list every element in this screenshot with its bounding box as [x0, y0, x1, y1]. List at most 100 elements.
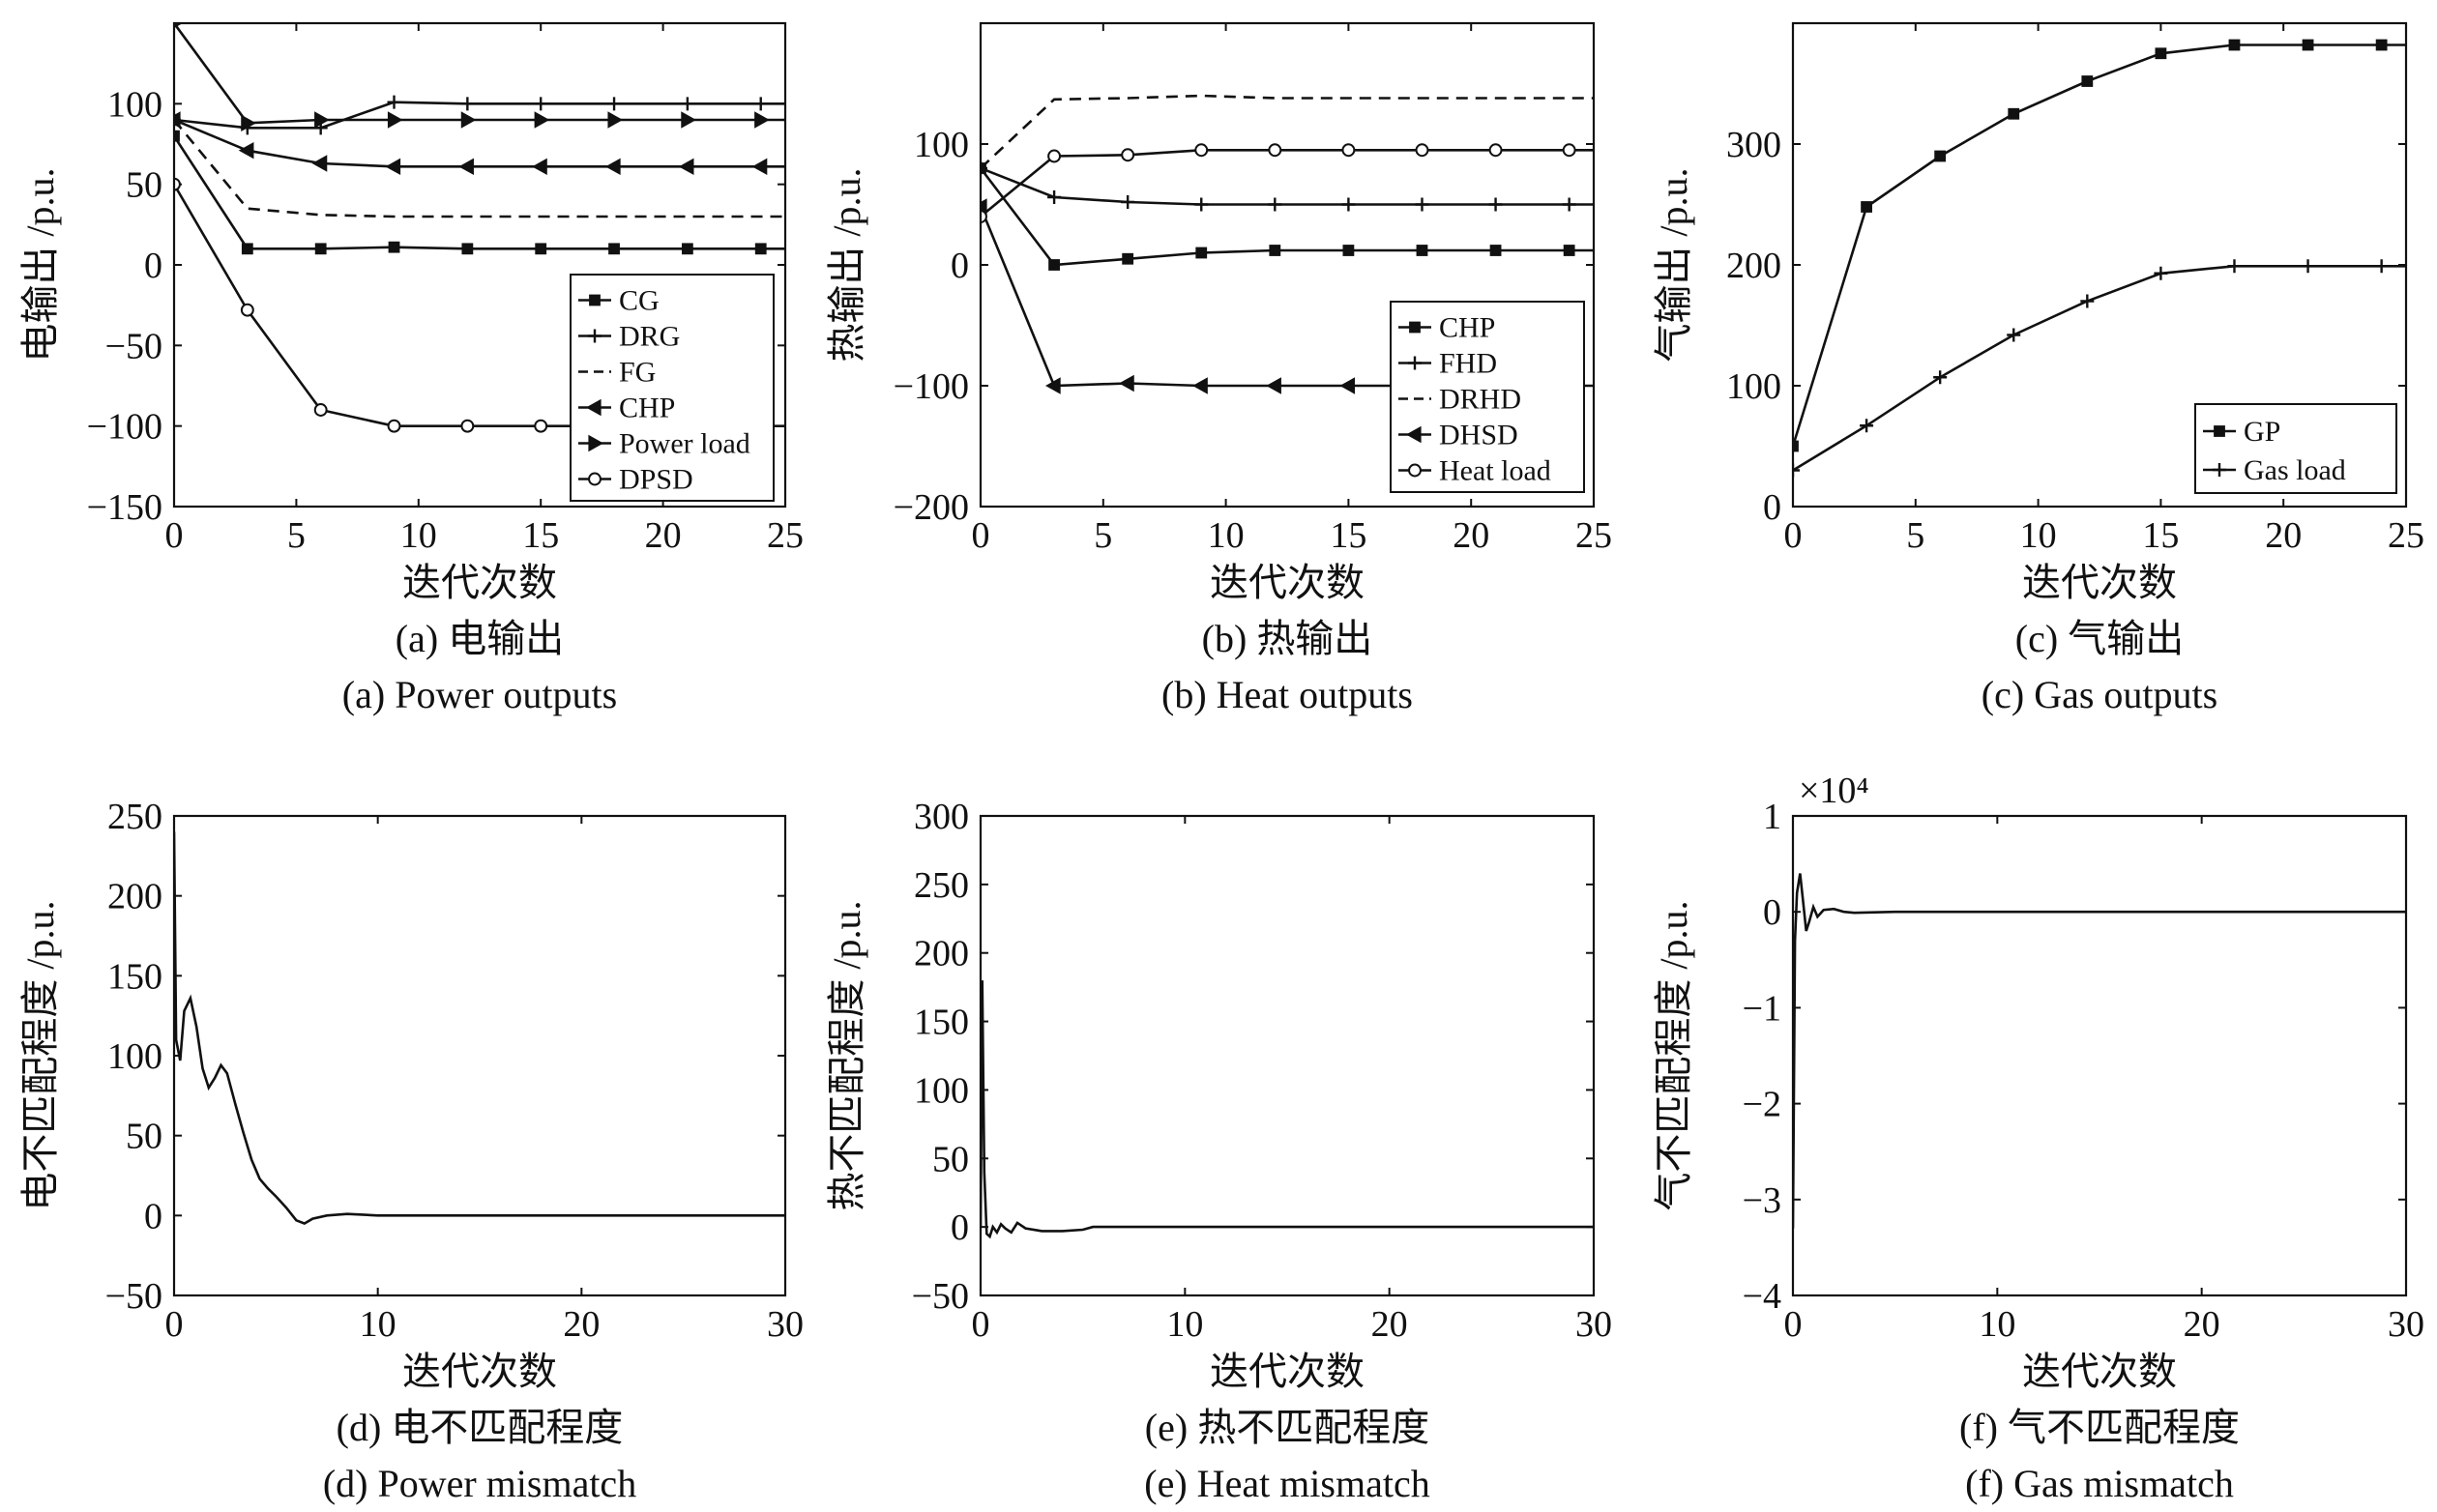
- x-tick-label: 20: [1371, 1304, 1408, 1345]
- data-point: [604, 158, 621, 176]
- data-point: [387, 419, 401, 433]
- data-point: [460, 97, 475, 111]
- series-group: [981, 980, 1594, 1239]
- series-line-power-load: [174, 23, 785, 125]
- caption-en: (b) Heat outputs: [1161, 673, 1413, 716]
- data-point: [608, 243, 620, 255]
- caption-cn: (c) 气输出: [2015, 617, 2184, 660]
- data-point: [385, 158, 401, 176]
- chart-panel-a: 0 5 10 15 20 25 −150 −100 −50 0 50 100 CG DRG FG CHP Pow…: [18, 21, 804, 716]
- data-point: [678, 158, 694, 176]
- y-tick-label: −200: [894, 487, 969, 528]
- data-point: [174, 111, 181, 129]
- y-tick-label: 50: [126, 165, 162, 206]
- y-tick-label: 50: [126, 1117, 162, 1157]
- data-point: [1195, 247, 1208, 259]
- x-axis-label: 迭代次数: [402, 561, 557, 604]
- data-point: [1563, 245, 1575, 256]
- x-tick-label: 15: [522, 515, 559, 556]
- y-axis-label: 电不匹配程度 /p.u.: [18, 900, 62, 1210]
- data-point: [1269, 245, 1281, 256]
- data-point: [387, 111, 403, 129]
- legend-entry: GP: [2244, 416, 2280, 448]
- x-tick-label: 25: [767, 515, 804, 556]
- data-point: [1415, 197, 1429, 212]
- x-tick-label: 5: [287, 515, 306, 556]
- data-point: [313, 403, 328, 417]
- series-line-heat-load: [981, 149, 1594, 218]
- data-point: [238, 141, 254, 160]
- x-tick-label: 0: [165, 515, 184, 556]
- y-tick-label: −50: [105, 326, 162, 366]
- x-tick-label: 30: [767, 1304, 804, 1345]
- y-tick-label: −100: [87, 407, 162, 448]
- data-point: [1861, 201, 1872, 213]
- caption-cn: (d) 电不匹配程度: [337, 1406, 624, 1449]
- data-point: [1860, 419, 1874, 433]
- data-point: [1045, 377, 1061, 394]
- data-point: [2007, 328, 2021, 342]
- y-axis-label: 气不匹配程度 /p.u.: [1652, 900, 1695, 1210]
- y-tick-label: 0: [951, 1207, 969, 1248]
- data-point: [1047, 149, 1062, 163]
- series-line-drg: [174, 101, 785, 130]
- series-line-0: [981, 980, 1594, 1239]
- data-point: [1121, 148, 1135, 162]
- data-point: [1268, 143, 1282, 158]
- y-tick-label: 300: [1726, 125, 1781, 165]
- data-point: [1489, 245, 1502, 256]
- series-group: [1793, 39, 2406, 478]
- y-exponent-label: ×10⁴: [1799, 771, 1869, 811]
- data-point: [1266, 377, 1281, 394]
- legend: CHP FHD DRHD DHSD Heat load: [1390, 301, 1585, 493]
- caption-cn: (f) 气不匹配程度: [1959, 1406, 2240, 1449]
- x-axis-label: 迭代次数: [2022, 561, 2177, 604]
- y-tick-label: −3: [1743, 1180, 1781, 1221]
- x-tick-label: 10: [1979, 1304, 2015, 1345]
- y-tick-label: 100: [1726, 366, 1781, 407]
- data-point: [1488, 143, 1503, 158]
- legend-marker: [589, 294, 601, 306]
- series-line-gp: [1793, 44, 2406, 447]
- caption-en: (c) Gas outputs: [1982, 673, 2217, 716]
- y-axis-label: 热不匹配程度 /p.u.: [825, 900, 868, 1210]
- legend-entry: DPSD: [619, 464, 693, 496]
- x-tick-label: 0: [1784, 515, 1803, 556]
- legend-entry: CHP: [1439, 312, 1495, 344]
- data-point: [681, 243, 693, 255]
- x-tick-label: 10: [400, 515, 437, 556]
- plot-frame: [172, 21, 787, 509]
- data-point: [387, 95, 401, 109]
- x-tick-label: 15: [1330, 515, 1366, 556]
- legend-entry: DRG: [619, 321, 680, 353]
- legend-entry: Power load: [619, 428, 750, 460]
- series-line-drhd: [981, 94, 1594, 169]
- data-point: [680, 97, 694, 111]
- data-point: [534, 419, 548, 433]
- x-tick-label: 20: [645, 515, 682, 556]
- x-tick-label: 20: [2184, 1304, 2220, 1345]
- data-point: [1048, 259, 1060, 271]
- series-group: [981, 94, 1594, 394]
- y-tick-label: 150: [914, 1003, 969, 1043]
- y-tick-label: 200: [107, 877, 162, 917]
- legend-marker: [1409, 321, 1421, 334]
- x-tick-label: 5: [1906, 515, 1924, 556]
- x-tick-label: 0: [972, 515, 990, 556]
- data-point: [754, 243, 767, 255]
- x-tick-label: 10: [2020, 515, 2057, 556]
- data-point: [2228, 39, 2241, 51]
- legend-marker: [588, 472, 602, 486]
- y-tick-label: −100: [894, 366, 969, 407]
- legend-box: [2194, 403, 2397, 494]
- series-group: [174, 831, 785, 1226]
- plot-frame: [979, 814, 1596, 1297]
- y-tick-label: 300: [914, 797, 969, 837]
- y-tick-label: 100: [914, 125, 969, 165]
- data-point: [981, 161, 987, 175]
- y-tick-label: 0: [1763, 892, 1781, 933]
- x-tick-label: 30: [1575, 1304, 1612, 1345]
- data-point: [532, 158, 547, 176]
- x-tick-label: 5: [1094, 515, 1112, 556]
